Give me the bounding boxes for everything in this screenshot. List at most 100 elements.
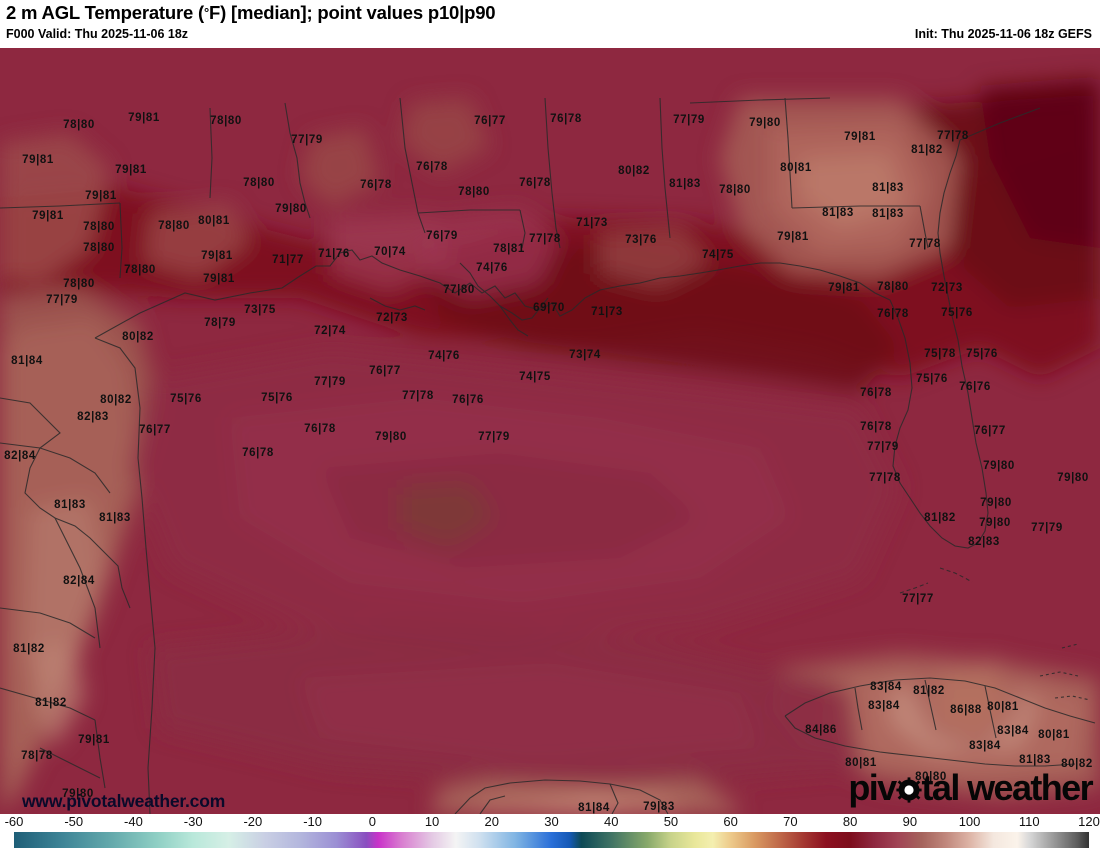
degree-symbol: ° [203, 5, 209, 20]
point-value-label: 75|76 [966, 348, 998, 360]
point-value-label: 80|81 [987, 701, 1019, 713]
colorbar-tick: 90 [902, 814, 918, 829]
point-value-label: 81|83 [1019, 754, 1051, 766]
point-value-label: 76|76 [452, 394, 484, 406]
header-bar: 2 m AGL Temperature (°F) [median]; point… [0, 0, 1100, 48]
colorbar-tick: 80 [842, 814, 858, 829]
colorbar-tick: 100 [958, 814, 981, 829]
point-value-label: 79|81 [78, 734, 110, 746]
point-value-label: 79|81 [203, 273, 235, 285]
point-value-label: 81|84 [11, 355, 43, 367]
point-value-label: 81|83 [872, 182, 904, 194]
point-value-label: 77|79 [478, 431, 510, 443]
colorbar-tick: 40 [603, 814, 619, 829]
point-value-label: 86|88 [950, 704, 982, 716]
colorbar-tick: 120 [1078, 814, 1100, 829]
point-value-label: 72|73 [931, 282, 963, 294]
point-value-label: 80|82 [100, 394, 132, 406]
point-value-label: 70|74 [374, 246, 406, 258]
colorbar-tick: -10 [303, 814, 323, 829]
point-value-label: 76|78 [860, 387, 892, 399]
point-value-label: 79|80 [979, 517, 1011, 529]
point-value-label: 76|76 [959, 381, 991, 393]
point-value-label: 79|81 [32, 210, 64, 222]
point-value-label: 76|79 [426, 230, 458, 242]
colorbar-legend[interactable]: -60 -50 -40 -30 -20 -10 0 10 20 30 40 50 60 70 80 90 100… [0, 814, 1100, 850]
point-value-label: 83|84 [870, 681, 902, 693]
point-value-label: 83|84 [969, 740, 1001, 752]
point-value-label: 82|83 [77, 411, 109, 423]
colorbar-tick: -50 [64, 814, 84, 829]
point-value-label: 78|80 [210, 115, 242, 127]
point-value-label: 73|76 [625, 234, 657, 246]
point-value-label: 78|80 [63, 119, 95, 131]
point-value-label: 71|77 [272, 254, 304, 266]
point-value-label: 78|80 [124, 264, 156, 276]
colorbar-gradient [14, 832, 1089, 848]
colorbar-tick: 110 [1018, 814, 1040, 829]
point-value-label: 77|77 [902, 593, 934, 605]
point-value-label: 78|80 [83, 242, 115, 254]
point-value-label: 79|80 [375, 431, 407, 443]
point-value-label: 80|82 [618, 165, 650, 177]
point-value-label: 79|80 [980, 497, 1012, 509]
point-value-label: 79|81 [115, 164, 147, 176]
point-value-label: 81|82 [911, 144, 943, 156]
point-value-label: 77|79 [46, 294, 78, 306]
temperature-contour-field [0, 48, 1100, 814]
colorbar-tick: 0 [368, 814, 376, 829]
point-value-label: 72|73 [376, 312, 408, 324]
point-value-label: 78|80 [877, 281, 909, 293]
map-viewport[interactable]: 78|80 79|81 78|80 77|79 76|77 76|78 77|79 79|80… [0, 48, 1100, 814]
point-value-label: 82|84 [4, 450, 36, 462]
point-value-label: 75|76 [170, 393, 202, 405]
point-value-label: 76|78 [550, 113, 582, 125]
point-value-label: 79|81 [777, 231, 809, 243]
point-value-label: 80|81 [1038, 729, 1070, 741]
point-value-label: 74|75 [519, 371, 551, 383]
point-value-label: 78|80 [243, 177, 275, 189]
point-value-label: 77|78 [529, 233, 561, 245]
point-value-label: 77|79 [867, 441, 899, 453]
point-value-label: 80|81 [198, 215, 230, 227]
point-value-label: 79|81 [201, 250, 233, 262]
point-value-label: 80|80 [915, 771, 947, 783]
point-value-label: 79|80 [275, 203, 307, 215]
page-title: 2 m AGL Temperature (°F) [median]; point… [6, 2, 496, 24]
colorbar-tick: -30 [183, 814, 203, 829]
point-value-label: 74|76 [428, 350, 460, 362]
point-value-label: 79|83 [643, 801, 675, 813]
point-value-label: 81|84 [578, 802, 610, 814]
point-value-label: 83|84 [997, 725, 1029, 737]
point-value-label: 74|75 [702, 249, 734, 261]
point-value-label: 79|81 [844, 131, 876, 143]
gear-icon [895, 777, 922, 803]
point-value-label: 76|77 [139, 424, 171, 436]
colorbar-tick: -20 [243, 814, 263, 829]
point-value-label: 75|76 [261, 392, 293, 404]
point-value-label: 72|74 [314, 325, 346, 337]
point-value-label: 78|80 [458, 186, 490, 198]
colorbar-tick-labels: -60 -50 -40 -30 -20 -10 0 10 20 30 40 50 60 70 80 90 100… [0, 814, 1100, 832]
pivotal-weather-logo: piv tal weather [848, 770, 1093, 806]
point-value-label: 78|80 [83, 221, 115, 233]
point-value-label: 76|78 [360, 179, 392, 191]
colorbar-tick: -60 [4, 814, 24, 829]
point-value-label: 76|78 [304, 423, 336, 435]
point-value-label: 77|79 [1031, 522, 1063, 534]
colorbar-tick: 70 [783, 814, 798, 829]
point-value-label: 77|78 [402, 390, 434, 402]
point-value-label: 80|81 [845, 757, 877, 769]
point-value-label: 76|78 [242, 447, 274, 459]
point-value-label: 79|81 [128, 112, 160, 124]
point-value-label: 80|82 [122, 331, 154, 343]
title-unit-text: F) [median]; point values p10|p90 [208, 2, 496, 23]
point-value-label: 79|81 [828, 282, 860, 294]
point-value-label: 71|73 [591, 306, 623, 318]
point-value-label: 71|73 [576, 217, 608, 229]
point-value-label: 81|83 [54, 499, 86, 511]
point-value-label: 75|76 [916, 373, 948, 385]
point-value-label: 79|80 [983, 460, 1015, 472]
point-value-label: 79|80 [1057, 472, 1089, 484]
point-value-label: 77|78 [909, 238, 941, 250]
